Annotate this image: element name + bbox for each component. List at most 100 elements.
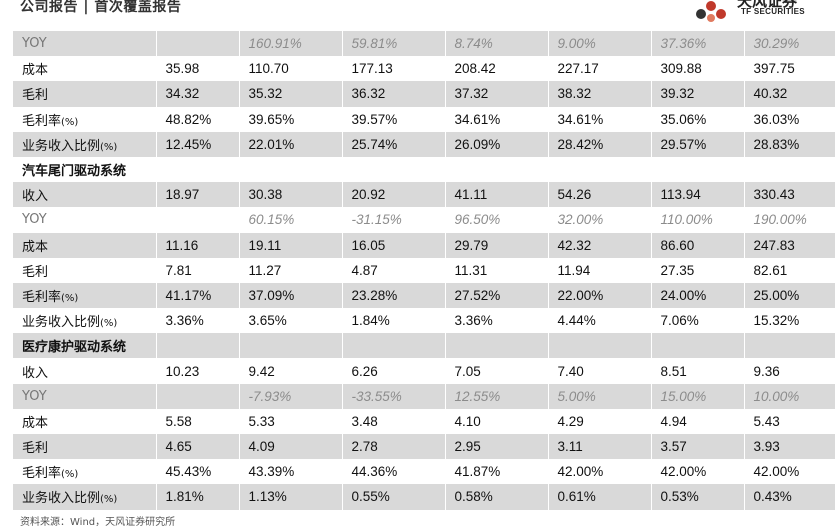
table-row: 毛利 7.81 11.27 4.87 11.31 11.94 27.35 82.61 xyxy=(13,257,835,283)
row-label: 成本 xyxy=(13,408,157,434)
table-cell: 34.32 xyxy=(156,81,240,107)
row-label: 汽车尾门驱动系统 xyxy=(13,156,157,183)
table-cell: 27.35 xyxy=(651,257,745,283)
table-cell: 1.84% xyxy=(342,308,446,334)
table-cell: 36.03% xyxy=(744,106,835,132)
table-cell: 11.94 xyxy=(548,257,652,283)
table-cell: 35.32 xyxy=(239,81,343,107)
table-cell: 38.32 xyxy=(548,81,652,107)
table-cell xyxy=(156,156,240,183)
table-row: 成本 11.16 19.11 16.05 29.79 42.32 86.60 247.83 xyxy=(13,232,835,258)
table-cell: 10.00% xyxy=(744,383,835,409)
table-body: YOY 160.91% 59.81% 8.74% 9.00% 37.36% 30.29% 成本… xyxy=(13,31,835,510)
table-cell: 19.11 xyxy=(239,232,343,258)
table-cell: 28.42% xyxy=(548,131,652,157)
report-header: 公司报告 | 首次覆盖报告 天风证券 TF SECURITIES xyxy=(0,0,835,22)
table-cell: 59.81% xyxy=(342,31,446,57)
row-label-unit: (%) xyxy=(100,494,118,506)
table-cell: 190.00% xyxy=(744,207,835,233)
row-label-text: YOY xyxy=(22,212,47,228)
table-cell: 3.93 xyxy=(744,434,835,460)
row-label-unit: (%) xyxy=(61,292,79,304)
table-cell: 15.32% xyxy=(744,308,835,334)
table-cell: 5.58 xyxy=(156,408,240,434)
table-cell: -33.55% xyxy=(342,383,446,409)
table-cell: 36.32 xyxy=(342,81,446,107)
table-cell: 96.50% xyxy=(445,207,549,233)
row-label: YOY xyxy=(13,207,157,233)
table-cell: 23.28% xyxy=(342,282,446,309)
table-cell: 26.09% xyxy=(445,131,549,157)
table-cell: 4.65 xyxy=(156,434,240,460)
logo-english-text: TF SECURITIES xyxy=(741,7,805,16)
table-cell: 41.11 xyxy=(445,182,549,208)
table-cell: 43.39% xyxy=(239,459,343,485)
table-cell: 7.81 xyxy=(156,257,240,283)
table-cell: 41.17% xyxy=(156,282,240,309)
table-cell xyxy=(651,156,745,183)
table-cell xyxy=(239,333,343,359)
row-label-text: 毛利率 xyxy=(22,113,62,129)
table-cell: 5.43 xyxy=(744,408,835,434)
row-label-unit: (%) xyxy=(100,141,118,153)
table-cell xyxy=(156,207,240,233)
table-cell: 1.81% xyxy=(156,484,240,510)
table-cell: 24.00% xyxy=(651,282,745,309)
table-cell: 8.51 xyxy=(651,358,745,384)
row-label-unit: (%) xyxy=(61,469,79,481)
table-cell: 110.00% xyxy=(651,207,745,233)
table-cell: 11.31 xyxy=(445,257,549,283)
table-cell xyxy=(445,333,549,359)
row-label-unit: (%) xyxy=(100,318,118,330)
table-cell: 39.32 xyxy=(651,81,745,107)
table-cell: 39.65% xyxy=(239,106,343,132)
table-cell: 2.95 xyxy=(445,434,549,460)
table-cell: 7.40 xyxy=(548,358,652,384)
table-cell: 25.00% xyxy=(744,282,835,309)
table-cell: 3.36% xyxy=(445,308,549,334)
table-cell: 8.74% xyxy=(445,31,549,57)
table-cell: 29.79 xyxy=(445,232,549,258)
table-row: 业务收入比例(%) 1.81% 1.13% 0.55% 0.58% 0.61% 0.53% 0… xyxy=(13,484,835,510)
table-cell: 4.09 xyxy=(239,434,343,460)
row-label-text: 业务收入比例 xyxy=(22,491,101,507)
table-row: YOY 160.91% 59.81% 8.74% 9.00% 37.36% 30.29% xyxy=(13,31,835,57)
tf-logo-icon xyxy=(696,1,726,22)
section-header-row: 汽车尾门驱动系统 xyxy=(13,156,835,183)
table-cell: 37.36% xyxy=(651,31,745,57)
table-cell: 113.94 xyxy=(651,182,745,208)
table-cell: 6.26 xyxy=(342,358,446,384)
table-cell: 27.52% xyxy=(445,282,549,309)
table-cell: 11.16 xyxy=(156,232,240,258)
table-cell: -7.93% xyxy=(239,383,343,409)
row-label-text: 毛利率 xyxy=(22,466,62,482)
row-label-text: 成本 xyxy=(22,415,49,431)
table-cell: 309.88 xyxy=(651,56,745,82)
table-cell: 30.38 xyxy=(239,182,343,208)
table-row: YOY 60.15% -31.15% 96.50% 32.00% 110.00% 190.0… xyxy=(13,207,835,233)
business-segment-table: YOY 160.91% 59.81% 8.74% 9.00% 37.36% 30.29% 成本… xyxy=(13,31,835,510)
report-type-title: 公司报告 | 首次覆盖报告 xyxy=(20,0,182,15)
table-cell: 2.78 xyxy=(342,434,446,460)
table-cell: -31.15% xyxy=(342,207,446,233)
table-cell: 3.48 xyxy=(342,408,446,434)
table-cell: 16.05 xyxy=(342,232,446,258)
table-cell: 7.05 xyxy=(445,358,549,384)
table-cell: 34.61% xyxy=(445,106,549,132)
row-label: 毛利率(%) xyxy=(13,459,157,485)
row-label: 医疗康护驱动系统 xyxy=(13,333,157,359)
table-row: 毛利 34.32 35.32 36.32 37.32 38.32 39.32 40.32 xyxy=(13,81,835,107)
row-label-text: 业务收入比例 xyxy=(22,138,101,154)
table-row: YOY -7.93% -33.55% 12.55% 5.00% 15.00% 10.00% xyxy=(13,383,835,409)
table-row: 毛利 4.65 4.09 2.78 2.95 3.11 3.57 3.93 xyxy=(13,434,835,460)
row-label-text: 业务收入比例 xyxy=(22,315,101,331)
table-cell: 45.43% xyxy=(156,459,240,485)
table-cell: 0.53% xyxy=(651,484,745,510)
table-cell: 4.87 xyxy=(342,257,446,283)
table-cell: 10.23 xyxy=(156,358,240,384)
table-cell: 9.00% xyxy=(548,31,652,57)
table-row: 业务收入比例(%) 12.45% 22.01% 25.74% 26.09% 28.42% 2… xyxy=(13,131,835,157)
table-row: 毛利率(%) 41.17% 37.09% 23.28% 27.52% 22.00% 24.0… xyxy=(13,282,835,309)
row-label-text: 汽车尾门驱动系统 xyxy=(22,164,127,180)
table-cell: 86.60 xyxy=(651,232,745,258)
